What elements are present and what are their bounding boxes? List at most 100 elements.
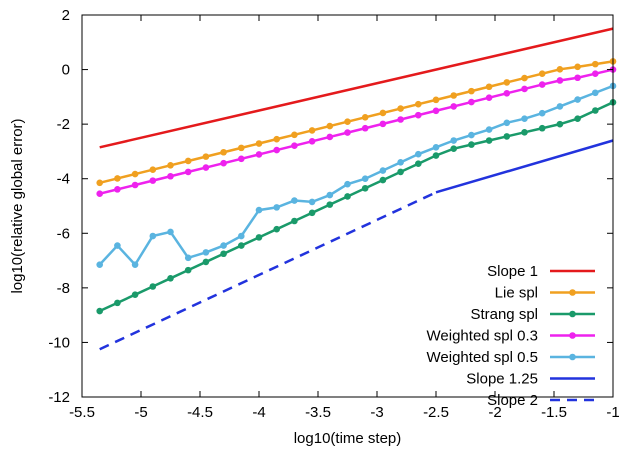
- data-point: [592, 70, 599, 77]
- series-weighted-spl-0-3: [96, 66, 617, 198]
- x-tick-label: -1.5: [541, 404, 567, 421]
- data-point: [308, 127, 316, 134]
- data-point: [220, 242, 227, 249]
- data-point: [397, 159, 404, 166]
- data-point: [574, 74, 581, 82]
- data-point: [167, 172, 174, 180]
- data-point: [574, 115, 581, 122]
- data-point: [485, 83, 493, 91]
- data-point: [96, 190, 103, 198]
- data-point: [538, 124, 546, 132]
- data-point: [450, 137, 458, 144]
- data-point: [149, 166, 157, 174]
- data-point: [131, 170, 139, 178]
- y-tick-label: -12: [48, 389, 70, 406]
- series-slope-1-25: [435, 139, 614, 194]
- data-point: [592, 107, 599, 114]
- data-point: [468, 131, 475, 139]
- series-weighted-spl-0-5: [96, 82, 617, 268]
- data-point: [521, 115, 528, 122]
- legend-entry-slope-1: Slope 1: [487, 263, 595, 280]
- data-point: [308, 198, 316, 206]
- data-point: [432, 107, 440, 115]
- series-strang-spl: [96, 99, 617, 315]
- data-point: [184, 157, 192, 165]
- data-point: [202, 164, 210, 171]
- y-axis-label: log10(relative global error): [9, 118, 26, 293]
- data-point: [538, 81, 546, 88]
- x-tick-label: -2: [488, 404, 501, 421]
- data-point: [326, 191, 334, 199]
- data-point: [361, 114, 369, 121]
- data-point: [308, 209, 316, 217]
- x-tick-label: -4: [252, 404, 265, 421]
- data-point: [556, 103, 564, 110]
- data-point: [255, 140, 263, 147]
- legend-label: Weighted spl 0.5: [427, 349, 538, 366]
- x-tick-label: -5.5: [69, 404, 95, 421]
- data-point: [521, 74, 528, 82]
- data-point: [255, 206, 263, 214]
- data-point: [592, 89, 599, 97]
- data-point: [485, 94, 493, 101]
- data-point: [344, 129, 351, 136]
- x-tick-label: -2.5: [423, 404, 449, 421]
- data-point: [556, 120, 564, 128]
- legend-label: Lie spl: [495, 285, 538, 302]
- data-point: [574, 63, 581, 71]
- data-point: [220, 159, 227, 167]
- y-tick-label: 2: [62, 7, 70, 24]
- data-point: [255, 234, 263, 241]
- data-point: [432, 96, 440, 104]
- data-point: [415, 100, 422, 108]
- data-point: [415, 150, 422, 158]
- legend-label: Slope 1.25: [466, 371, 538, 388]
- series-slope-2: [99, 191, 437, 351]
- data-point: [379, 167, 387, 174]
- data-point: [273, 146, 281, 154]
- data-point: [202, 258, 210, 266]
- data-point: [485, 137, 493, 144]
- data-point: [503, 79, 511, 86]
- data-point: [149, 232, 157, 240]
- legend-label: Slope 1: [487, 263, 538, 280]
- data-point: [220, 148, 227, 156]
- data-point: [149, 283, 157, 290]
- legend-entry-weighted-spl-0-3: Weighted spl 0.3: [427, 328, 595, 345]
- data-point: [131, 181, 139, 189]
- data-point: [291, 131, 298, 139]
- data-point: [432, 144, 440, 151]
- series-layer: [96, 27, 617, 351]
- data-point: [538, 109, 546, 117]
- data-point: [291, 217, 298, 225]
- data-point: [450, 103, 458, 110]
- y-tick-label: -4: [57, 171, 70, 188]
- x-tick-label: -1: [606, 404, 619, 421]
- data-point: [556, 77, 564, 84]
- data-point: [131, 261, 139, 268]
- data-point: [114, 242, 121, 249]
- legend-marker: [569, 353, 576, 361]
- series-slope-1: [99, 27, 614, 149]
- series-line-slope-2: [99, 191, 437, 351]
- ticks-layer: -5.5 -5 -4.5 -4 -3.5 -3 -2.5 -2 -1.5 -120-2-4-6-8…: [48, 7, 619, 421]
- data-point: [238, 144, 245, 152]
- y-tick-label: -8: [57, 280, 70, 297]
- legend-marker: [569, 310, 576, 318]
- data-point: [361, 124, 369, 132]
- data-point: [503, 90, 511, 97]
- series-line-lie-spl: [99, 60, 614, 185]
- data-point: [468, 141, 475, 148]
- data-point: [344, 193, 351, 200]
- data-point: [184, 254, 192, 262]
- legend-label: Strang spl: [470, 306, 538, 323]
- data-point: [273, 135, 281, 143]
- legend-entry-strang-spl: Strang spl: [470, 306, 595, 323]
- data-point: [308, 138, 316, 145]
- legend-label: Weighted spl 0.3: [427, 328, 538, 345]
- data-point: [202, 249, 210, 256]
- data-point: [238, 232, 245, 240]
- x-tick-label: -4.5: [187, 404, 213, 421]
- data-point: [184, 168, 192, 176]
- data-point: [450, 145, 458, 152]
